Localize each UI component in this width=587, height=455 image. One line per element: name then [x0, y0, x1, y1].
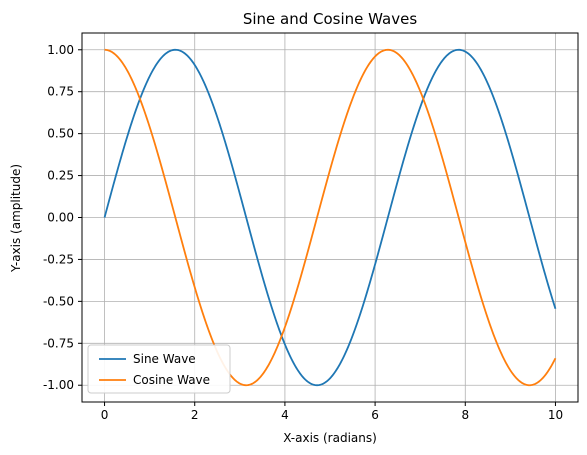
legend: Sine Wave Cosine Wave [87, 344, 231, 394]
cosine-series-line [104, 48, 557, 387]
y-tick-label: 1.00 [47, 43, 74, 57]
x-tick-label: 2 [191, 408, 199, 422]
series-layer [103, 48, 557, 387]
legend-box [87, 344, 231, 394]
x-axis-label: X-axis (radians) [283, 431, 377, 445]
y-tick-label: -0.25 [43, 252, 74, 266]
x-tick-label: 8 [461, 408, 469, 422]
y-tick-label: -0.50 [43, 294, 74, 308]
y-tick-label: 0.50 [47, 127, 74, 141]
y-tick-label: 0.75 [47, 85, 74, 99]
y-axis-label: Y-axis (amplitude) [9, 164, 23, 273]
x-tick-label: 4 [281, 408, 289, 422]
y-tick-label: 0.25 [47, 169, 74, 183]
x-tick-label: 10 [548, 408, 563, 422]
legend-cosine-label: Cosine Wave [133, 373, 210, 387]
y-tick-label: -1.00 [43, 378, 74, 392]
y-tick-label: -0.75 [43, 336, 74, 350]
y-tick-label: 0.00 [47, 211, 74, 225]
legend-sine-label: Sine Wave [133, 352, 196, 366]
sine-series-line [103, 48, 557, 387]
x-tick-label: 6 [371, 408, 379, 422]
tick-layer: 0 2 4 6 8 10 -1.00 -0.75 -0.50 -0.25 0.00 0.25 0.50 0… [43, 43, 563, 422]
x-tick-label: 0 [101, 408, 109, 422]
chart-title: Sine and Cosine Waves [243, 10, 417, 28]
